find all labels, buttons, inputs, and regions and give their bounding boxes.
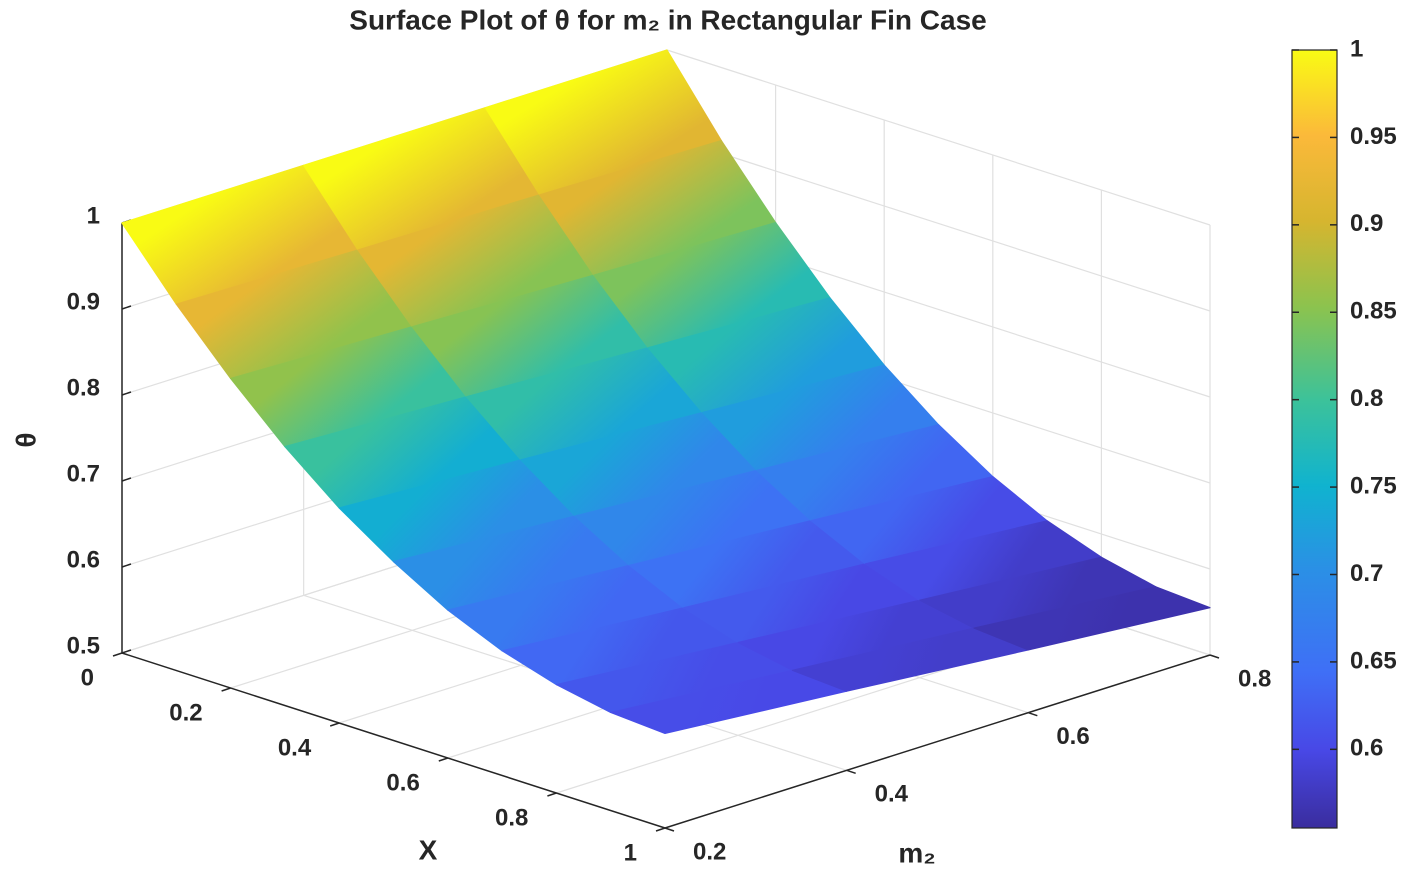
tick-mark bbox=[121, 563, 132, 568]
colorbar-tick-label: 0.65 bbox=[1350, 647, 1397, 674]
z-tick-label: 0.6 bbox=[67, 546, 100, 573]
tick-mark bbox=[121, 649, 132, 654]
x-axis bbox=[121, 652, 666, 829]
colorbar bbox=[1291, 49, 1338, 829]
grid-line bbox=[666, 135, 1211, 312]
z-axis-label: θ bbox=[10, 432, 41, 447]
tick-mark bbox=[664, 827, 675, 832]
colorbar-tick-label: 1 bbox=[1350, 35, 1363, 62]
z-tick-label: 0.9 bbox=[67, 288, 100, 315]
z-tick-label: 0.5 bbox=[67, 632, 100, 659]
tick-mark bbox=[121, 391, 132, 396]
colorbar-tick-label: 0.75 bbox=[1350, 472, 1397, 499]
grid-line bbox=[666, 49, 1211, 226]
y-tick-label: 0.2 bbox=[693, 838, 726, 865]
y-axis-label: m₂ bbox=[898, 837, 935, 868]
y-tick-label: 0.8 bbox=[1238, 665, 1271, 692]
colorbar-tick-label: 0.85 bbox=[1350, 298, 1397, 325]
colorbar-tick-label: 0.8 bbox=[1350, 385, 1383, 412]
colorbar-tick-label: 0.9 bbox=[1350, 210, 1383, 237]
x-tick-label: 0.6 bbox=[386, 769, 419, 796]
x-tick-label: 0.4 bbox=[278, 734, 312, 761]
tick-mark bbox=[112, 652, 123, 657]
tick-mark bbox=[1028, 711, 1038, 717]
y-axis bbox=[664, 654, 1211, 829]
z-tick-label: 0.7 bbox=[67, 460, 100, 487]
tick-mark bbox=[1209, 654, 1220, 659]
colorbar-tick-label: 0.6 bbox=[1350, 735, 1383, 762]
x-tick-label: 0.2 bbox=[169, 699, 202, 726]
z-tick-label: 1 bbox=[87, 202, 100, 229]
surface-patch bbox=[973, 586, 1211, 651]
tick-mark bbox=[438, 757, 449, 762]
colorbar-tick-label: 0.95 bbox=[1350, 123, 1397, 150]
tick-mark bbox=[655, 827, 666, 832]
tick-mark bbox=[221, 687, 231, 692]
chart-title: Surface Plot of θ for m₂ in Rectangular … bbox=[349, 4, 986, 35]
x-axis-label: X bbox=[419, 834, 438, 865]
y-tick-label: 0.6 bbox=[1056, 723, 1089, 750]
tick-mark bbox=[329, 722, 340, 727]
tick-mark bbox=[846, 769, 856, 775]
colorbar-tick-label: 0.7 bbox=[1350, 560, 1383, 587]
tick-mark bbox=[547, 792, 557, 797]
tick-mark bbox=[121, 305, 132, 310]
y-tick-label: 0.4 bbox=[875, 781, 909, 808]
x-tick-label: 1 bbox=[624, 839, 637, 866]
tick-mark bbox=[121, 477, 132, 482]
z-tick-label: 0.8 bbox=[67, 374, 100, 401]
x-tick-label: 0.8 bbox=[495, 804, 528, 831]
x-tick-label: 0 bbox=[81, 664, 94, 691]
